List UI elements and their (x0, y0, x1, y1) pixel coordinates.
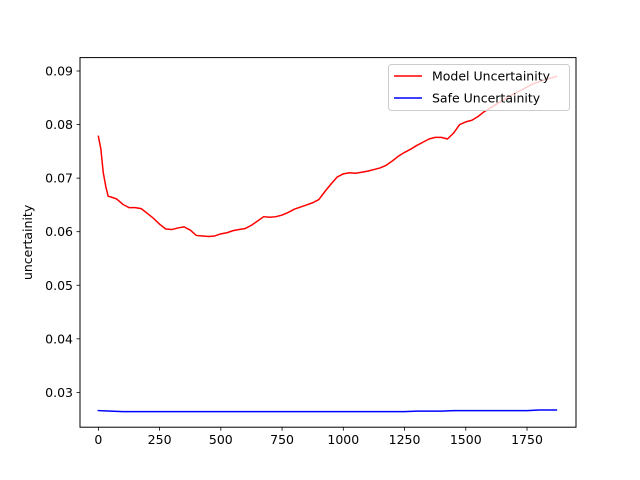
y-tick-label: 0.03 (45, 385, 73, 400)
x-tick-label: 1000 (327, 432, 359, 447)
legend-label-1: Safe Uncertainity (432, 91, 541, 106)
y-tick-label: 0.04 (45, 331, 73, 346)
legend-box (388, 64, 570, 111)
series-line-1 (97, 409, 558, 413)
legend-label-0: Model Uncertainity (432, 69, 551, 84)
legend: Model Uncertainity Safe Uncertainity (388, 64, 570, 111)
x-tick-label: 250 (148, 432, 172, 447)
x-tick-label: 1500 (450, 432, 482, 447)
plot-area-frame (79, 57, 577, 428)
y-axis: 0.03 0.04 0.05 0.06 0.07 0.08 0.09 (45, 63, 80, 400)
x-tick-label: 0 (94, 432, 102, 447)
x-tick-label: 1250 (389, 432, 421, 447)
x-axis: 0 250 500 750 1000 1250 1500 1750 (94, 427, 543, 447)
series-lines (97, 75, 558, 413)
y-axis-label: uncertainity (20, 204, 35, 280)
x-tick-label: 750 (270, 432, 294, 447)
x-tick-label: 500 (209, 432, 233, 447)
series-line-0 (97, 75, 558, 238)
y-tick-label: 0.06 (45, 224, 73, 239)
y-tick-label: 0.05 (45, 278, 73, 293)
x-tick-label: 1750 (511, 432, 543, 447)
y-tick-label: 0.08 (45, 117, 73, 132)
y-tick-label: 0.07 (45, 171, 73, 186)
y-tick-label: 0.09 (45, 63, 73, 78)
